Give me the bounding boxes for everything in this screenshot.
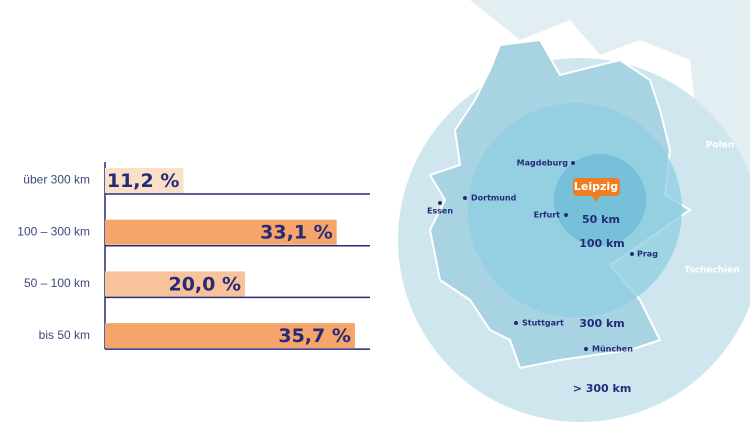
city-dot	[438, 201, 442, 205]
city-dot	[584, 347, 588, 351]
value-label: 20,0 %	[168, 273, 241, 295]
city-dot	[564, 213, 568, 217]
bar	[105, 323, 355, 349]
country-label: Tschechien	[684, 266, 740, 276]
country-label: Polen	[706, 141, 734, 151]
city-dot	[630, 252, 634, 256]
value-label: 11,2 %	[107, 170, 180, 192]
city-label: Magdeburg	[517, 159, 569, 168]
ring-label: 100 km	[579, 237, 625, 250]
city-label: Prag	[637, 250, 658, 259]
city-dot	[514, 321, 518, 325]
bar	[105, 271, 245, 297]
ring-50	[554, 154, 646, 246]
ring-label: 300 km	[579, 317, 625, 330]
map: Polen Tschechien Magdeburg Dortmund Esse…	[398, 0, 750, 422]
ring-label: > 300 km	[573, 382, 632, 395]
city-label: Essen	[427, 207, 453, 216]
highlight-marker	[573, 178, 620, 196]
category-label: 50 – 100 km	[24, 276, 90, 290]
city-label: Erfurt	[534, 211, 561, 220]
city-dot	[571, 161, 575, 165]
category-label: über 300 km	[23, 173, 90, 187]
highlight-pointer	[592, 196, 600, 202]
city-label: München	[592, 345, 633, 354]
bar	[105, 219, 337, 245]
ring-label: 50 km	[582, 213, 620, 226]
city-label: Stuttgart	[522, 319, 564, 328]
bar	[105, 168, 184, 193]
value-label: 33,1 %	[260, 222, 333, 244]
value-label: 35,7 %	[278, 325, 351, 347]
category-label: 100 – 300 km	[17, 224, 90, 238]
cities: Magdeburg Dortmund Essen Erfurt Prag Stu…	[427, 159, 658, 354]
highlight-label: Leipzig	[574, 180, 618, 193]
city-dot	[463, 196, 467, 200]
city-label: Dortmund	[471, 194, 517, 203]
category-label: bis 50 km	[39, 328, 90, 342]
bar-chart: über 300 km 11,2 % 100 – 300 km 33,1 % 50 – …	[17, 162, 370, 350]
